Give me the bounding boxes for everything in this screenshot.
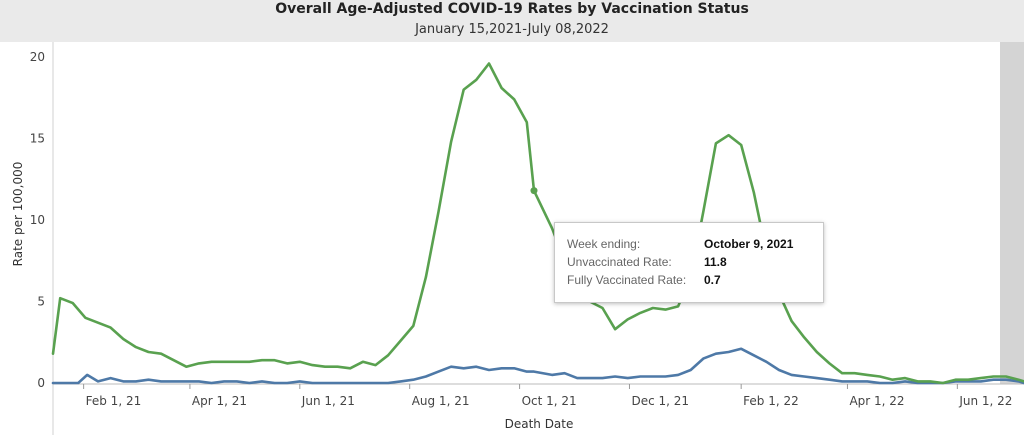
tooltip-vax-value: 0.7 — [704, 273, 721, 287]
x-tick-label: Oct 1, 21 — [522, 394, 577, 408]
chart-title: Overall Age-Adjusted COVID-19 Rates by V… — [275, 1, 749, 17]
tooltip-week-label: Week ending: — [567, 237, 641, 251]
chart-subtitle: January 15,2021-July 08,2022 — [415, 22, 609, 37]
x-tick-label: Feb 1, 21 — [86, 394, 142, 408]
y-tick-label: 0 — [37, 376, 45, 390]
tooltip-unvax-row: Unvaccinated Rate: 11.8 — [567, 253, 817, 271]
series-line-unvaccinated-rate[interactable] — [51, 62, 1024, 385]
y-axis-title: Rate per 100,000 — [11, 162, 25, 267]
scroll-region[interactable] — [1000, 42, 1024, 384]
y-tick-label: 15 — [30, 132, 45, 146]
x-tick-label: Dec 1, 21 — [631, 394, 689, 408]
tooltip: Week ending: October 9, 2021 Unvaccinate… — [554, 222, 824, 303]
series-line-fully-vaccinated-rate[interactable] — [51, 347, 1024, 385]
highlight-point[interactable] — [530, 187, 538, 195]
tooltip-unvax-value: 11.8 — [704, 255, 727, 269]
y-tick-label: 10 — [30, 213, 45, 227]
x-tick-label: Jun 1, 22 — [958, 394, 1012, 408]
tooltip-unvax-label: Unvaccinated Rate: — [567, 255, 672, 269]
x-tick-label: Jun 1, 21 — [301, 394, 355, 408]
x-tick-label: Aug 1, 21 — [412, 394, 470, 408]
y-tick-group: 0 5 10 15 20 — [30, 50, 45, 390]
x-axis-title: Death Date — [505, 417, 574, 431]
tooltip-week-value: October 9, 2021 — [704, 237, 794, 251]
chart-header: Overall Age-Adjusted COVID-19 Rates by V… — [0, 0, 1024, 42]
x-tick-group: Feb 1, 21 Apr 1, 21 Jun 1, 21 Aug 1, 21 Oct … — [83, 384, 1012, 408]
series-group[interactable] — [51, 62, 1024, 385]
y-tick-label: 5 — [37, 295, 45, 309]
tooltip-vax-row: Fully Vaccinated Rate: 0.7 — [567, 271, 817, 289]
y-tick-label: 20 — [30, 50, 45, 64]
x-tick-label: Feb 1, 22 — [743, 394, 799, 408]
x-tick-label: Apr 1, 22 — [849, 394, 904, 408]
tooltip-week-row: Week ending: October 9, 2021 — [567, 235, 817, 253]
x-tick-label: Apr 1, 21 — [192, 394, 247, 408]
tooltip-vax-label: Fully Vaccinated Rate: — [567, 273, 687, 287]
